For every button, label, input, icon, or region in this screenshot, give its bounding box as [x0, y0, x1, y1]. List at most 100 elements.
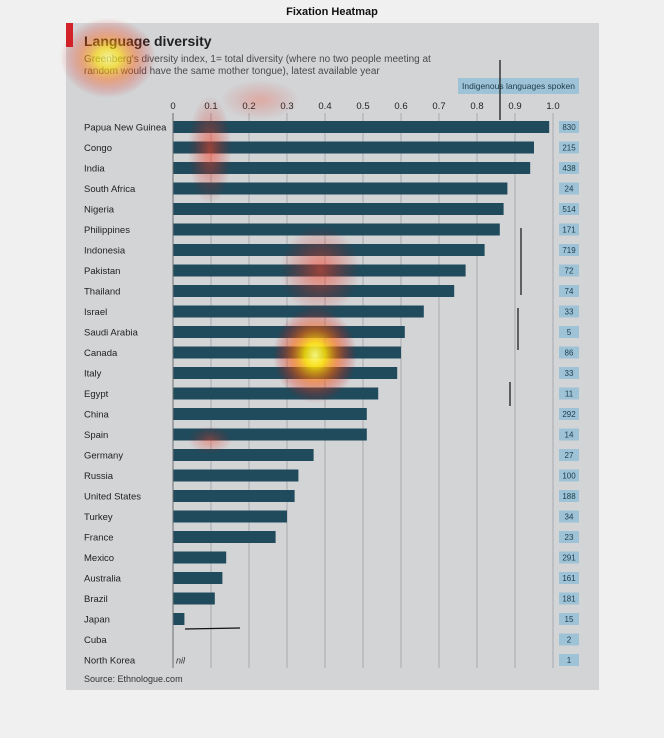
badge-value: 181: [562, 595, 576, 604]
badge-value: 72: [565, 267, 574, 276]
category-label: Germany: [84, 451, 123, 462]
badge: [559, 551, 579, 564]
badge-value: 161: [562, 574, 576, 583]
badge: [559, 244, 579, 256]
bar: [173, 162, 531, 174]
bar: [173, 285, 455, 297]
category-label: India: [84, 164, 105, 175]
x-tick-label: 0: [170, 101, 175, 112]
bar: [173, 449, 314, 461]
x-tick-label: 0.8: [470, 101, 483, 112]
badge: [559, 613, 579, 625]
badge-value: 34: [565, 513, 574, 522]
badge-value: 291: [562, 554, 576, 563]
bar: [173, 182, 508, 195]
bar: [173, 141, 534, 154]
category-label: Papua New Guinea: [84, 123, 167, 134]
x-tick-label: 0.6: [394, 101, 407, 112]
badge-header: Indigenous languages spoken: [458, 78, 579, 94]
badge-value: 171: [562, 226, 576, 235]
badge: [559, 121, 579, 133]
category-label: Egypt: [84, 389, 109, 400]
badge: [559, 285, 579, 297]
bar: [173, 613, 185, 625]
category-label: Cuba: [84, 635, 107, 646]
category-label: Australia: [84, 574, 122, 585]
badge-value: 74: [565, 287, 574, 296]
category-label: South Africa: [84, 184, 136, 195]
bar: [173, 510, 287, 523]
bar: [173, 387, 379, 400]
badge: [559, 223, 579, 236]
badge: [559, 408, 579, 420]
bar-value-label: nil: [176, 656, 186, 666]
badge-value: 24: [565, 185, 574, 194]
category-label: Israel: [84, 307, 107, 318]
badge-value: 2: [567, 636, 572, 645]
badge: [559, 162, 579, 174]
badge: [559, 633, 579, 646]
badge-value: 292: [562, 410, 576, 419]
bar: [173, 223, 500, 236]
badge-value: 14: [565, 431, 574, 440]
category-label: Russia: [84, 471, 114, 482]
badge-value: 719: [562, 246, 576, 255]
badge-value: 100: [562, 472, 576, 481]
category-label: Indonesia: [84, 246, 126, 257]
category-label: France: [84, 533, 114, 544]
bar: [173, 490, 295, 502]
bar: [173, 551, 227, 564]
bar: [173, 592, 215, 605]
category-label: Japan: [84, 615, 110, 626]
badge-value: 86: [565, 349, 574, 358]
badge: [559, 531, 579, 543]
source-note: Source: Ethnologue.com: [84, 674, 183, 684]
badge: [559, 182, 579, 195]
figure-title: Fixation Heatmap: [286, 6, 378, 18]
badge: [559, 367, 579, 379]
bar: [173, 326, 405, 338]
badge-value: 188: [562, 492, 576, 501]
badge: [559, 203, 579, 215]
badge: [559, 572, 579, 584]
bar: [173, 367, 398, 379]
badge: [559, 141, 579, 154]
x-tick-label: 0.2: [242, 101, 255, 112]
badge: [559, 326, 579, 338]
badge: [559, 346, 579, 359]
category-label: Saudi Arabia: [84, 328, 139, 339]
badge: [559, 449, 579, 461]
category-label: Thailand: [84, 287, 120, 298]
bar: [173, 346, 401, 359]
category-label: United States: [84, 492, 141, 503]
badge: [559, 387, 579, 400]
badge-value: 215: [562, 144, 576, 153]
category-label: China: [84, 410, 110, 421]
bar: [173, 203, 504, 215]
bar: [173, 121, 550, 133]
category-label: Philippines: [84, 225, 130, 236]
badge-value: 514: [562, 205, 576, 214]
badge-value: 5: [567, 328, 572, 337]
x-tick-label: 0.4: [318, 101, 331, 112]
badge-value: 11: [565, 390, 574, 399]
badge-value: 33: [565, 308, 574, 317]
bar: [173, 264, 466, 277]
x-tick-label: 1.0: [546, 101, 559, 112]
badge: [559, 428, 579, 441]
badge: [559, 592, 579, 605]
category-label: Pakistan: [84, 266, 120, 277]
badge-value: 23: [565, 533, 574, 542]
badge-value: 27: [565, 451, 574, 460]
badge: [559, 490, 579, 502]
x-tick-label: 0.1: [204, 101, 217, 112]
x-tick-label: 0.5: [356, 101, 369, 112]
category-label: Italy: [84, 369, 102, 380]
x-tick-label: 0.3: [280, 101, 293, 112]
badge-value: 830: [562, 123, 576, 132]
category-label: Spain: [84, 430, 108, 441]
bar: [173, 305, 424, 318]
category-label: Turkey: [84, 512, 113, 523]
bar: [173, 531, 276, 543]
